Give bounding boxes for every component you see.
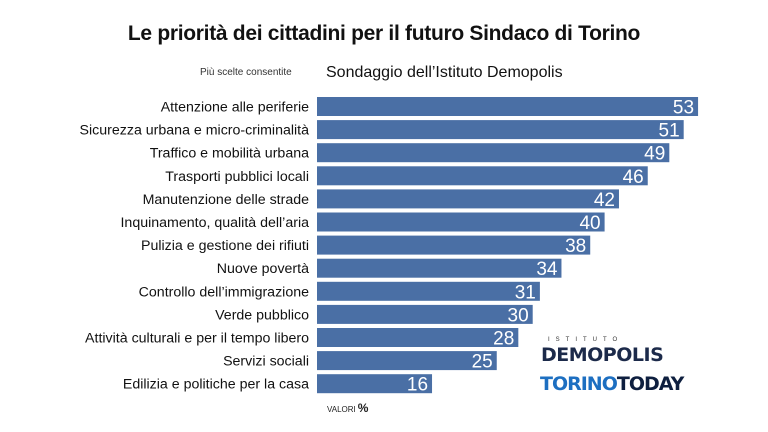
bar bbox=[317, 97, 699, 116]
demopolis-logo: DEMOPOLIS bbox=[541, 344, 664, 366]
bar-value-label: 51 bbox=[659, 121, 680, 142]
bar-value-label: 46 bbox=[623, 167, 644, 188]
bar bbox=[317, 258, 562, 278]
category-label: Trasporti pubblici locali bbox=[165, 169, 309, 185]
category-label: Pulizia e gestione dei rifiuti bbox=[141, 238, 309, 254]
bar-value-label: 28 bbox=[493, 329, 514, 350]
category-label: Inquinamento, qualità dell’aria bbox=[120, 215, 309, 231]
bar-value-label: 53 bbox=[673, 98, 694, 119]
bar bbox=[317, 212, 605, 232]
logo-today-text: TODAY bbox=[616, 373, 685, 395]
bar bbox=[317, 120, 684, 140]
bar-value-label: 38 bbox=[565, 236, 586, 257]
bar bbox=[317, 374, 433, 394]
footnote-unit: % bbox=[357, 401, 369, 415]
bar bbox=[317, 328, 519, 347]
bar-value-label: 42 bbox=[594, 190, 615, 211]
bar bbox=[317, 189, 619, 209]
category-label: Nuove povertà bbox=[217, 261, 309, 277]
category-label: Manutenzione delle strade bbox=[143, 192, 310, 208]
bar-value-label: 40 bbox=[579, 213, 600, 234]
bar bbox=[317, 351, 497, 371]
bar-value-label: 25 bbox=[472, 352, 493, 373]
category-label: Sicurezza urbana e micro-criminalità bbox=[80, 123, 310, 139]
logo-torino-text: TORINO bbox=[540, 373, 618, 395]
chart-subtitle: Sondaggio dell’Istituto Demopolis bbox=[326, 64, 563, 81]
values-unit-note: VALORI% bbox=[327, 401, 368, 415]
category-label: Attività culturali e per il tempo libero bbox=[85, 331, 309, 347]
category-label: Edilizia e politiche per la casa bbox=[123, 377, 309, 393]
bar bbox=[317, 143, 670, 163]
category-label: Servizi sociali bbox=[223, 354, 309, 370]
bar-value-label: 34 bbox=[536, 259, 558, 280]
logo-istituto-text: ISTITUTO bbox=[548, 337, 624, 343]
bar bbox=[317, 281, 540, 301]
torinotoday-logo: TORINOTODAY bbox=[540, 373, 685, 395]
category-label: Attenzione alle periferie bbox=[161, 100, 309, 116]
category-label: Traffico e mobilità urbana bbox=[150, 146, 309, 162]
category-label: Verde pubblico bbox=[215, 307, 309, 323]
category-label: Controllo dell’immigrazione bbox=[139, 284, 309, 300]
chart-title: Le priorità dei cittadini per il futuro … bbox=[127, 22, 641, 45]
bar-value-label: 31 bbox=[515, 282, 536, 303]
bar bbox=[317, 304, 533, 324]
chart-note: Più scelte consentite bbox=[200, 67, 292, 78]
bar bbox=[317, 166, 648, 186]
footnote-text: VALORI bbox=[327, 405, 356, 414]
bar-value-label: 16 bbox=[407, 375, 428, 396]
bar bbox=[317, 235, 591, 255]
bar-value-label: 49 bbox=[644, 144, 665, 165]
bar-value-label: 30 bbox=[508, 305, 529, 326]
